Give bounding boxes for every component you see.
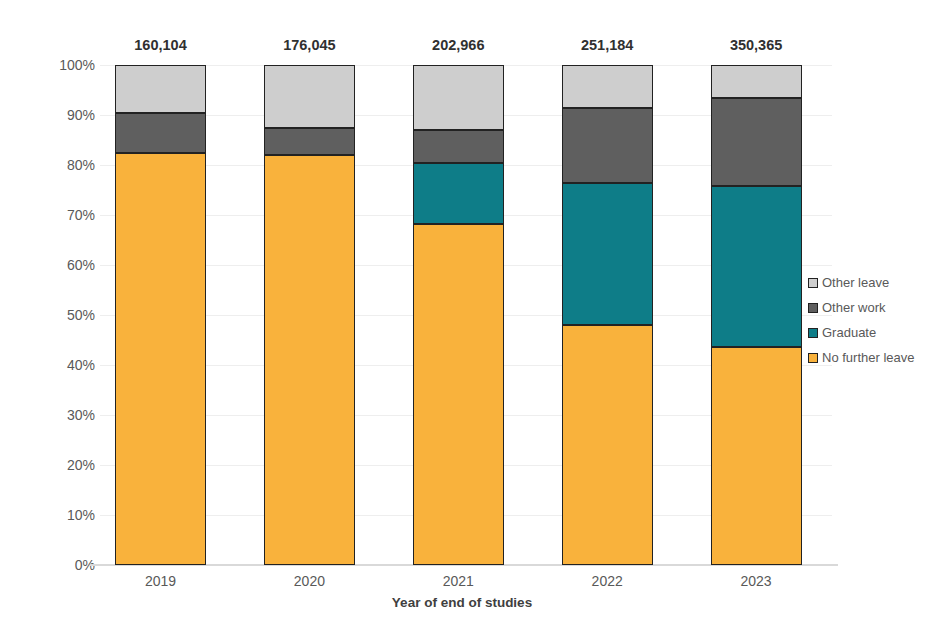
legend-item-no-further-leave: No further leave [808, 345, 915, 370]
y-axis-tick-label: 100% [20, 57, 95, 74]
y-axis-tick-label: 90% [20, 107, 95, 124]
bar-segment-other-work-2020 [264, 128, 355, 155]
bar-segment-graduate-2023 [711, 186, 802, 347]
legend-item-graduate: Graduate [808, 320, 915, 345]
bar-segment-other-work-2021 [413, 130, 504, 163]
x-axis-tick-label-2021: 2021 [398, 573, 518, 589]
stacked-bar-chart-figure: 0% 10% 20% 30% 40% 50% 60% 70% 80% 90% 100% 160,104… [0, 0, 936, 636]
bar-segment-graduate-2022 [562, 183, 653, 325]
y-axis-tick-label: 60% [20, 257, 95, 274]
x-axis-tick-label-2020: 2020 [249, 573, 369, 589]
bar-segment-other-work-2022 [562, 108, 653, 183]
legend-label: Other work [822, 300, 886, 315]
y-axis-tick-label: 70% [20, 207, 95, 224]
legend: Other leave Other work Graduate No further … [808, 270, 915, 370]
bar-segment-other-work-2023 [711, 98, 802, 186]
y-axis-tick-label: 30% [20, 407, 95, 424]
x-axis-tick-label-2019: 2019 [101, 573, 221, 589]
x-axis-title: Year of end of studies [282, 595, 642, 610]
bar-segment-other-leave-2023 [711, 65, 802, 98]
legend-swatch-graduate-icon [808, 328, 818, 338]
bar-total-label-2022: 251,184 [537, 37, 677, 53]
bar-segment-other-leave-2020 [264, 65, 355, 128]
plot-area: 0% 10% 20% 30% 40% 50% 60% 70% 80% 90% 100% 160,104… [0, 0, 936, 636]
legend-label: Graduate [822, 325, 876, 340]
legend-swatch-other-leave-icon [808, 278, 818, 288]
legend-swatch-no-further-leave-icon [808, 353, 818, 363]
bar-segment-no-further-leave-2021 [413, 224, 504, 565]
bar-segment-graduate-2021 [413, 163, 504, 224]
legend-label: Other leave [822, 275, 889, 290]
bar-segment-no-further-leave-2020 [264, 155, 355, 565]
y-axis-tick-label: 40% [20, 357, 95, 374]
y-axis-tick-label: 10% [20, 507, 95, 524]
y-axis-tick-label: 80% [20, 157, 95, 174]
bar-segment-other-leave-2019 [115, 65, 206, 113]
y-axis-tick-label: 50% [20, 307, 95, 324]
legend-swatch-other-work-icon [808, 303, 818, 313]
bar-segment-other-leave-2022 [562, 65, 653, 108]
legend-item-other-leave: Other leave [808, 270, 915, 295]
bar-segment-no-further-leave-2019 [115, 153, 206, 565]
bar-total-label-2020: 176,045 [239, 37, 379, 53]
bar-total-label-2023: 350,365 [686, 37, 826, 53]
bar-segment-other-work-2019 [115, 113, 206, 153]
legend-label: No further leave [822, 350, 915, 365]
x-axis-tick-label-2023: 2023 [696, 573, 816, 589]
bar-segment-no-further-leave-2022 [562, 325, 653, 565]
y-axis-tick-label: 0% [20, 557, 95, 574]
bar-total-label-2021: 202,966 [388, 37, 528, 53]
y-axis-tick-label: 20% [20, 457, 95, 474]
bar-segment-no-further-leave-2023 [711, 347, 802, 565]
bar-total-label-2019: 160,104 [91, 37, 231, 53]
legend-item-other-work: Other work [808, 295, 915, 320]
bar-segment-other-leave-2021 [413, 65, 504, 130]
x-axis-tick-label-2022: 2022 [547, 573, 667, 589]
